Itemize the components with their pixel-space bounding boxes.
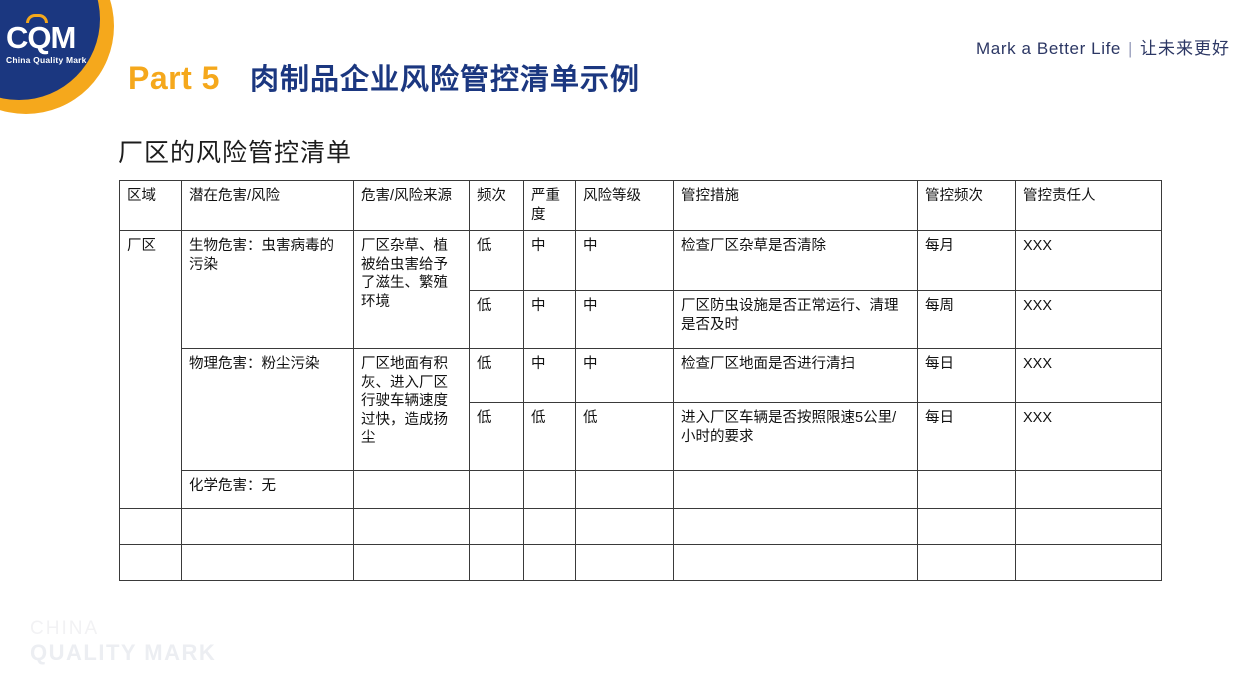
logo-text: CQM China Quality Mark	[6, 22, 114, 65]
cell-frequency: 低	[469, 230, 524, 292]
slide-title-row: Part 5 肉制品企业风险管控清单示例	[128, 56, 640, 98]
column-header-owner: 管控责任人	[1015, 179, 1162, 232]
logo-title: CQM	[6, 20, 76, 55]
tagline-english: Mark a Better Life	[976, 39, 1121, 58]
cell-risk-level	[575, 470, 674, 510]
cell-ctrl-freq: 每日	[917, 402, 1016, 472]
cell-ctrl-freq	[917, 508, 1016, 546]
cell-measure: 检查厂区地面是否进行清扫	[673, 348, 918, 404]
table-row	[119, 508, 1162, 546]
cell-source: 厂区杂草、植被给虫害给予了滋生、繁殖环境	[353, 230, 470, 350]
column-header-risk-level: 风险等级	[575, 179, 674, 232]
cell-risk-level: 中	[575, 230, 674, 292]
cell-area: 厂区	[119, 230, 182, 510]
cqm-logo: CQM China Quality Mark	[0, 0, 114, 114]
section-heading: 厂区的风险管控清单	[118, 139, 353, 167]
cell-frequency	[469, 544, 524, 582]
cell-measure	[673, 544, 918, 582]
cell-ctrl-freq: 每日	[917, 348, 1016, 404]
cell-risk-level	[575, 508, 674, 546]
cell-hazard	[181, 544, 354, 582]
column-header-ctrl-freq: 管控频次	[917, 179, 1016, 232]
column-header-frequency: 频次	[469, 179, 524, 232]
cell-ctrl-freq: 每月	[917, 230, 1016, 292]
watermark-line-china: CHINA	[30, 617, 100, 639]
logo-subtitle: China Quality Mark	[6, 55, 87, 65]
column-header-measure: 管控措施	[673, 179, 918, 232]
cell-severity: 中	[523, 290, 576, 350]
cell-frequency: 低	[469, 290, 524, 350]
cell-risk-level: 低	[575, 402, 674, 472]
cell-owner: XXX	[1015, 402, 1162, 472]
risk-control-table: 区域 潜在危害/风险 危害/风险来源 频次 严重度 风险等级 管控措施 管控频次…	[119, 179, 1162, 582]
table-row: 化学危害：无	[120, 470, 1162, 510]
cell-source	[353, 508, 470, 546]
cell-severity	[523, 470, 576, 510]
cell-frequency: 低	[469, 348, 524, 404]
column-header-source: 危害/风险来源	[353, 179, 470, 232]
cell-hazard: 生物危害：虫害病毒的污染	[181, 230, 354, 350]
cell-hazard: 物理危害：粉尘污染	[181, 348, 354, 472]
cell-owner	[1015, 544, 1162, 582]
cell-ctrl-freq	[917, 544, 1016, 582]
table-row: 低 低 低 进入厂区车辆是否按照限速5公里/小时的要求 每日 XXX	[120, 402, 1162, 472]
cell-ctrl-freq	[917, 470, 1016, 510]
cell-owner: XXX	[1015, 290, 1162, 350]
cell-frequency: 低	[469, 402, 524, 472]
table-row: 厂区 生物危害：虫害病毒的污染 厂区杂草、植被给虫害给予了滋生、繁殖环境 低 中…	[119, 230, 1162, 510]
page-title: 肉制品企业风险管控清单示例	[249, 64, 640, 96]
cell-area	[119, 508, 182, 546]
table-row	[119, 544, 1162, 582]
tagline-divider: |	[1127, 39, 1133, 58]
cell-hazard	[181, 508, 354, 546]
cell-frequency	[469, 508, 524, 546]
cell-severity: 中	[523, 348, 576, 404]
cell-measure: 进入厂区车辆是否按照限速5公里/小时的要求	[673, 402, 918, 472]
cell-ctrl-freq: 每周	[917, 290, 1016, 350]
cell-owner	[1015, 470, 1162, 510]
cell-measure: 厂区防虫设施是否正常运行、清理是否及时	[673, 290, 918, 350]
cell-area	[119, 544, 182, 582]
column-header-severity: 严重度	[523, 179, 576, 232]
cell-owner: XXX	[1015, 230, 1162, 292]
cell-source: 厂区地面有积灰、进入厂区行驶车辆速度过快，造成扬尘	[353, 348, 470, 472]
watermark-line-quality-mark: QUALITY MARK	[30, 640, 217, 666]
cell-measure	[673, 470, 918, 510]
cell-frequency	[469, 470, 524, 510]
part-label: Part 5	[128, 60, 220, 96]
cell-severity	[523, 544, 576, 582]
table-row: 物理危害：粉尘污染 厂区地面有积灰、进入厂区行驶车辆速度过快，造成扬尘 低 中 …	[120, 348, 1162, 472]
cell-measure: 检查厂区杂草是否清除	[673, 230, 918, 292]
cell-severity	[523, 508, 576, 546]
cell-owner	[1015, 508, 1162, 546]
cell-risk-level	[575, 544, 674, 582]
brand-tagline: Mark a Better Life | 让未来更好	[976, 34, 1230, 59]
cell-hazard: 化学危害：无	[181, 470, 354, 510]
footer-watermark: CHINA QUALITY MARK	[30, 618, 216, 666]
cell-owner: XXX	[1015, 348, 1162, 404]
cell-source	[353, 544, 470, 582]
cell-measure	[673, 508, 918, 546]
column-header-hazard: 潜在危害/风险	[181, 179, 354, 232]
cell-severity: 低	[523, 402, 576, 472]
column-header-area: 区域	[119, 179, 182, 232]
logo-smile-icon	[26, 14, 48, 23]
cell-risk-level: 中	[575, 348, 674, 404]
cell-risk-level: 中	[575, 290, 674, 350]
cell-severity: 中	[523, 230, 576, 292]
table-header-row: 区域 潜在危害/风险 危害/风险来源 频次 严重度 风险等级 管控措施 管控频次…	[119, 179, 1162, 232]
tagline-chinese: 让未来更好	[1140, 39, 1230, 58]
cell-source	[353, 470, 470, 510]
